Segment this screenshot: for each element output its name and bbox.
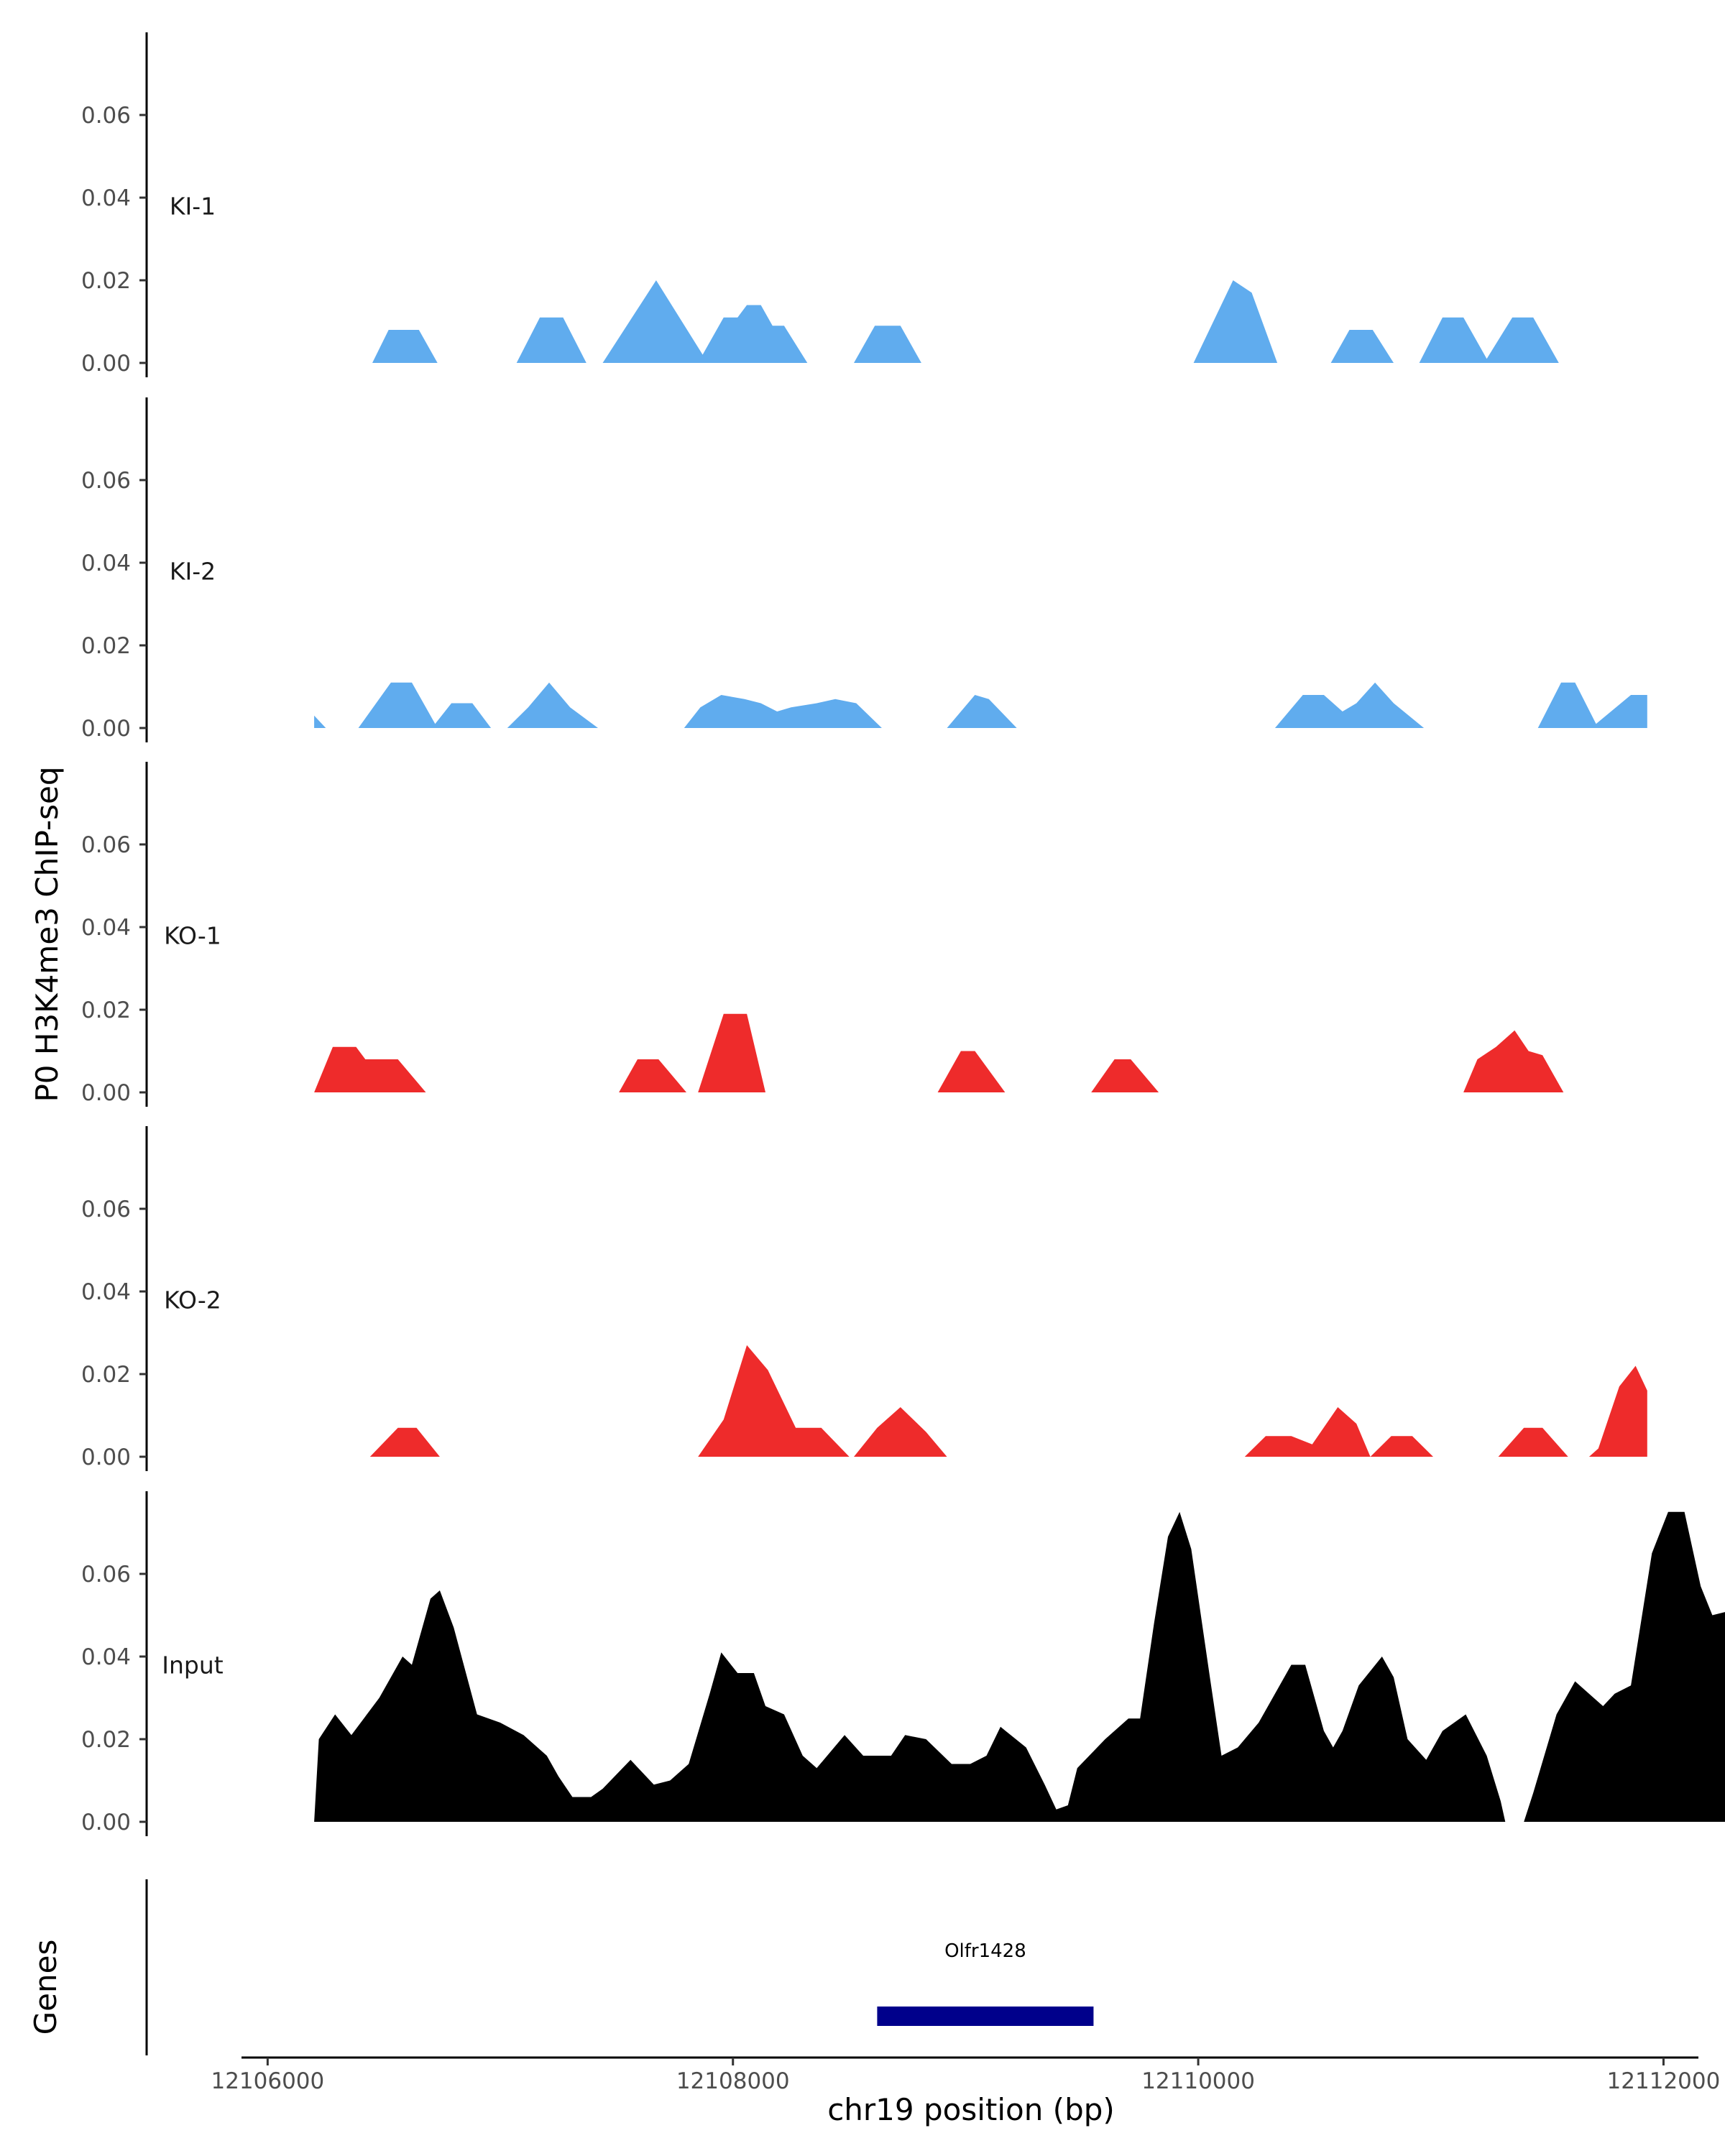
signal-peak-ki-2 [1274,682,1425,728]
y-tick-label-ko-1: 0.02 [81,998,131,1023]
x-tick-label: 12112000 [1607,2068,1721,2094]
genes-axis-title: Genes [28,1940,63,2035]
signal-peak-ki-1 [1330,330,1394,363]
y-tick-label-ki-1: 0.02 [81,268,131,294]
genes-panel: Olfr1428 [145,1879,1094,2055]
track-ki-2: 0.00 0.02 0.04 0.06 KI-2 [81,397,1647,742]
signal-peak-ki-2 [947,695,1017,728]
signal-peak-ko-1 [1463,1030,1564,1092]
track-ko-1: 0.00 0.02 0.04 0.06 KO-1 [81,762,1564,1107]
track-input: 0.00 0.02 0.04 0.06 Input [81,1491,1725,1836]
track-label-ki-1: KI-1 [170,193,216,221]
x-tick-label: 12110000 [1141,2068,1255,2094]
track-label-ko-2: KO-2 [164,1286,221,1314]
signal-peak-input [1524,1511,1725,1822]
signal-peak-ko-2 [369,1427,440,1457]
signal-peak-ko-1 [937,1051,1006,1092]
x-axis-title: chr19 position (bp) [827,2092,1115,2127]
y-tick-label-ki-1: 0.06 [81,103,131,129]
tracks-layer: 0.00 0.02 0.04 0.06 KI-1 0.00 0.02 0.04 0.06 KI-2… [81,32,1725,1836]
track-ko-2: 0.00 0.02 0.04 0.06 KO-2 [81,1126,1647,1471]
x-tick-label: 12108000 [676,2068,790,2094]
y-tick-label-ki-1: 0.04 [81,185,131,211]
signal-peak-ki-2 [314,715,326,728]
y-tick-label-input: 0.04 [81,1644,131,1670]
y-tick-label-ko-1: 0.06 [81,832,131,858]
y-tick-label-input: 0.06 [81,1562,131,1588]
y-tick-label-ko-2: 0.06 [81,1197,131,1222]
gene-label-olfr1428: Olfr1428 [944,1940,1026,1962]
x-axis: 12106000 12108000 12110000 12112000 [211,2056,1721,2094]
signal-peak-ko-1 [698,1013,765,1092]
x-tick-label: 12106000 [211,2068,324,2094]
signal-peak-ko-2 [854,1407,947,1457]
y-tick-label-ki-2: 0.06 [81,468,131,494]
signal-peak-ki-2 [507,682,598,728]
signal-peak-ko-2 [698,1345,850,1457]
track-label-ko-1: KO-1 [164,922,221,950]
y-tick-label-ko-1: 0.04 [81,915,131,941]
signal-peak-ko-1 [619,1059,686,1092]
signal-peak-input [314,1511,1506,1822]
signal-peak-ki-1 [1419,317,1559,363]
signal-peak-ko-2 [1244,1407,1433,1457]
track-label-ki-2: KI-2 [170,558,216,586]
signal-peak-ko-1 [1091,1059,1159,1092]
y-tick-label-input: 0.02 [81,1727,131,1753]
signal-peak-ko-2 [1588,1365,1647,1457]
signal-peak-ki-1 [516,317,586,363]
y-tick-label-ki-2: 0.00 [81,716,131,742]
y-tick-label-ko-2: 0.00 [81,1445,131,1470]
y-tick-label-ko-2: 0.04 [81,1279,131,1305]
signal-peak-ki-1 [372,330,438,363]
y-tick-label-ko-1: 0.00 [81,1080,131,1106]
signal-peak-ki-2 [358,682,492,728]
signal-peak-ko-2 [1498,1427,1568,1457]
y-tick-label-ki-2: 0.04 [81,550,131,576]
signal-peak-ki-1 [854,326,921,363]
y-tick-label-input: 0.00 [81,1810,131,1835]
signal-peak-ki-1 [1193,280,1278,363]
track-ki-1: 0.00 0.02 0.04 0.06 KI-1 [81,32,1559,377]
signal-peak-ko-1 [314,1046,426,1092]
y-tick-label-ki-1: 0.00 [81,351,131,377]
track-label-input: Input [162,1651,224,1680]
signal-peak-ki-2 [684,695,882,728]
gene-bar-olfr1428 [877,2007,1094,2026]
signal-peak-ki-1 [602,280,808,363]
signal-peak-ki-2 [1537,682,1647,728]
y-tick-label-ki-2: 0.02 [81,633,131,659]
y-tick-label-ko-2: 0.02 [81,1362,131,1388]
y-axis-title: P0 H3K4me3 ChIP-seq [29,766,65,1102]
